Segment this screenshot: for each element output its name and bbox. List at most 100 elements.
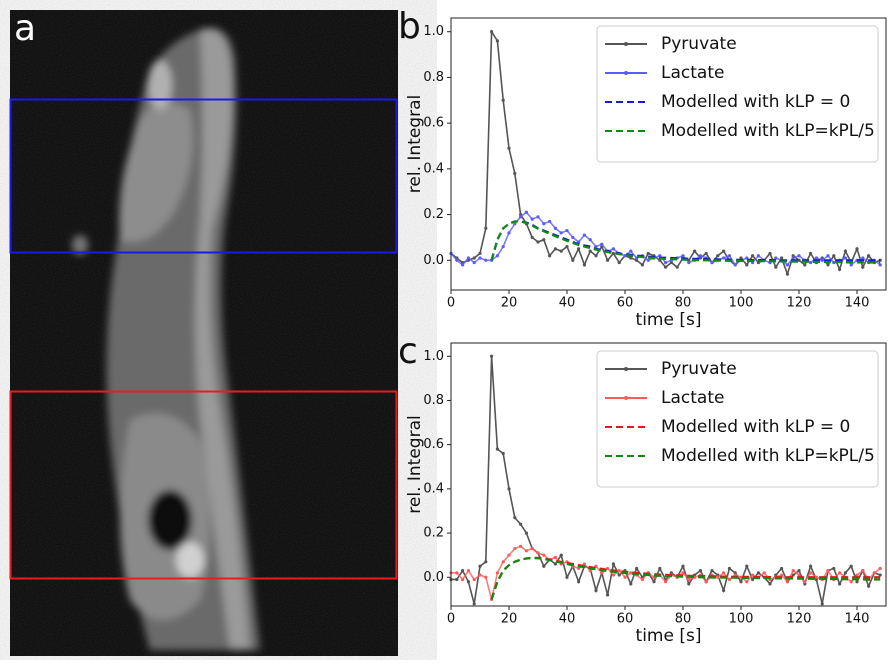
y-tick-label: 1.0 [423, 349, 444, 364]
series-marker [780, 256, 784, 260]
series-marker [553, 226, 558, 230]
series-marker [495, 447, 499, 451]
y-tick-label: 0.2 [423, 207, 444, 222]
series-marker [635, 258, 639, 262]
legend-marker [624, 367, 628, 371]
series-marker [466, 256, 470, 260]
axes-frame [450, 342, 887, 607]
series-marker [472, 577, 476, 582]
series-marker [594, 254, 598, 258]
series-marker [756, 254, 761, 258]
series-marker [739, 575, 743, 579]
series-marker [809, 260, 813, 265]
series-marker [768, 251, 772, 256]
series-marker [762, 571, 766, 575]
series-marker [617, 569, 621, 573]
series-marker [652, 580, 656, 584]
legend-label: Lactate [661, 388, 724, 408]
series-marker [797, 258, 801, 262]
series-marker [484, 226, 488, 230]
x-tick-label: 0 [447, 612, 455, 627]
series-marker [519, 215, 523, 219]
series-marker [461, 569, 465, 573]
series-marker [519, 544, 523, 548]
series-marker [507, 231, 511, 235]
x-tick-label: 140 [845, 612, 870, 627]
series-marker [791, 254, 795, 258]
series-marker [530, 235, 534, 240]
series-marker [501, 560, 505, 564]
series-marker [867, 254, 871, 258]
series-marker [629, 571, 633, 575]
legend-marker [624, 396, 628, 400]
series-marker [611, 562, 616, 566]
series-marker [716, 254, 720, 258]
x-tick-label: 80 [675, 612, 692, 627]
x-tick-label: 120 [787, 612, 812, 627]
mri-image: a [9, 8, 398, 656]
y-axis-label: rel. Integral [405, 415, 425, 513]
series-marker [774, 256, 778, 260]
chart-panel: 0 20 40 60 80 100 120 140 0.0 0.2 0.4 0.6 0.8 1.0 time… [398, 6, 887, 330]
series-marker [780, 566, 784, 571]
series-marker [727, 566, 732, 571]
series-marker [745, 564, 749, 568]
series-line [490, 220, 881, 264]
series-marker [501, 98, 505, 102]
y-tick-label: 0.4 [423, 481, 444, 496]
series-marker [495, 571, 499, 575]
series-marker [739, 580, 743, 584]
series-marker [559, 249, 563, 253]
series-marker [611, 251, 616, 256]
x-axis-label: time [s] [636, 626, 702, 646]
series-marker [524, 531, 529, 535]
series-marker [780, 573, 784, 577]
legend-box [596, 25, 879, 163]
series-marker [548, 219, 552, 224]
y-tick-label: 0.2 [423, 526, 444, 541]
series-marker [536, 240, 540, 244]
series-marker [843, 571, 848, 575]
series-marker [855, 247, 859, 251]
x-tick-label: 20 [501, 296, 518, 311]
series-marker [820, 258, 824, 262]
series-marker [809, 251, 813, 256]
series-marker [640, 577, 645, 582]
series-marker [809, 571, 813, 575]
series-marker [681, 571, 685, 575]
series-marker [455, 258, 459, 262]
series-marker [553, 555, 558, 559]
series-marker [658, 566, 662, 571]
series-marker [617, 573, 621, 577]
series-marker [478, 564, 482, 568]
series-marker [698, 569, 703, 573]
series-marker [571, 258, 575, 262]
series-marker [861, 569, 865, 573]
series-marker [838, 571, 842, 575]
series-marker [751, 254, 755, 258]
series-marker [646, 258, 650, 262]
legend-label: Pyruvate [661, 34, 737, 54]
series-marker [733, 263, 737, 267]
series-marker [675, 265, 679, 269]
series-marker [542, 238, 546, 242]
series-marker [606, 566, 610, 571]
series-marker [461, 577, 465, 582]
y-tick-label: 0.8 [423, 70, 444, 85]
series-marker [565, 244, 569, 249]
series-marker [472, 602, 476, 606]
series-marker [536, 551, 540, 555]
series-marker [838, 582, 842, 586]
panel-label: b [398, 6, 421, 47]
legend-box [596, 350, 879, 488]
series-marker [751, 573, 755, 577]
series-marker [826, 569, 830, 573]
series-marker [594, 588, 598, 593]
series-marker [745, 580, 749, 584]
series-marker [878, 566, 882, 571]
series-marker [484, 575, 488, 579]
series-marker [501, 244, 505, 249]
chart-panel: 0 20 40 60 80 100 120 140 0.0 0.2 0.4 0.6 0.8 1.0 time… [398, 331, 887, 646]
series-marker [722, 256, 726, 260]
series-marker [507, 146, 511, 150]
